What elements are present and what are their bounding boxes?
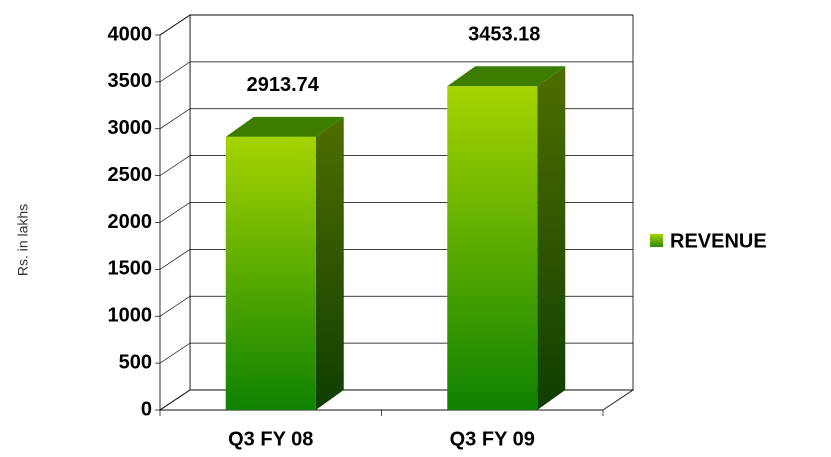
y-tick-label: 2000 xyxy=(108,211,153,233)
data-label: 3453.18 xyxy=(468,24,540,46)
bar-side xyxy=(537,66,566,410)
bar-top xyxy=(225,116,344,137)
bar-side xyxy=(315,116,344,410)
y-tick-label: 3000 xyxy=(108,117,153,139)
grid-line xyxy=(159,295,191,317)
bar-top xyxy=(447,66,566,87)
y-tick-label: 4000 xyxy=(108,23,153,45)
grid-line xyxy=(159,249,191,270)
grid-line xyxy=(159,108,191,130)
y-tick-label: 1000 xyxy=(108,305,153,327)
bar xyxy=(447,66,566,410)
y-tick-label: 0 xyxy=(141,398,152,420)
y-tick-label: 3500 xyxy=(108,70,153,92)
y-tick-label: 1500 xyxy=(108,258,153,280)
x-tick-label: Q3 FY 09 xyxy=(450,428,535,450)
legend-swatch xyxy=(650,234,663,247)
y-tick-label: 500 xyxy=(119,351,152,373)
grid-line xyxy=(159,389,191,411)
grid-line xyxy=(159,61,191,83)
data-label: 2913.74 xyxy=(247,74,320,96)
bar xyxy=(225,116,344,411)
bar-front xyxy=(225,136,316,411)
y-axis-title: Rs. in lakhs xyxy=(15,204,31,276)
x-tick-label: Q3 FY 08 xyxy=(228,428,313,450)
grid-line xyxy=(159,342,191,364)
grid-line xyxy=(159,202,191,223)
bar-front xyxy=(447,86,538,410)
legend-label: REVENUE xyxy=(670,230,767,252)
y-tick-label: 2500 xyxy=(108,164,153,186)
grid-line xyxy=(159,155,191,176)
grid-line xyxy=(159,14,191,36)
